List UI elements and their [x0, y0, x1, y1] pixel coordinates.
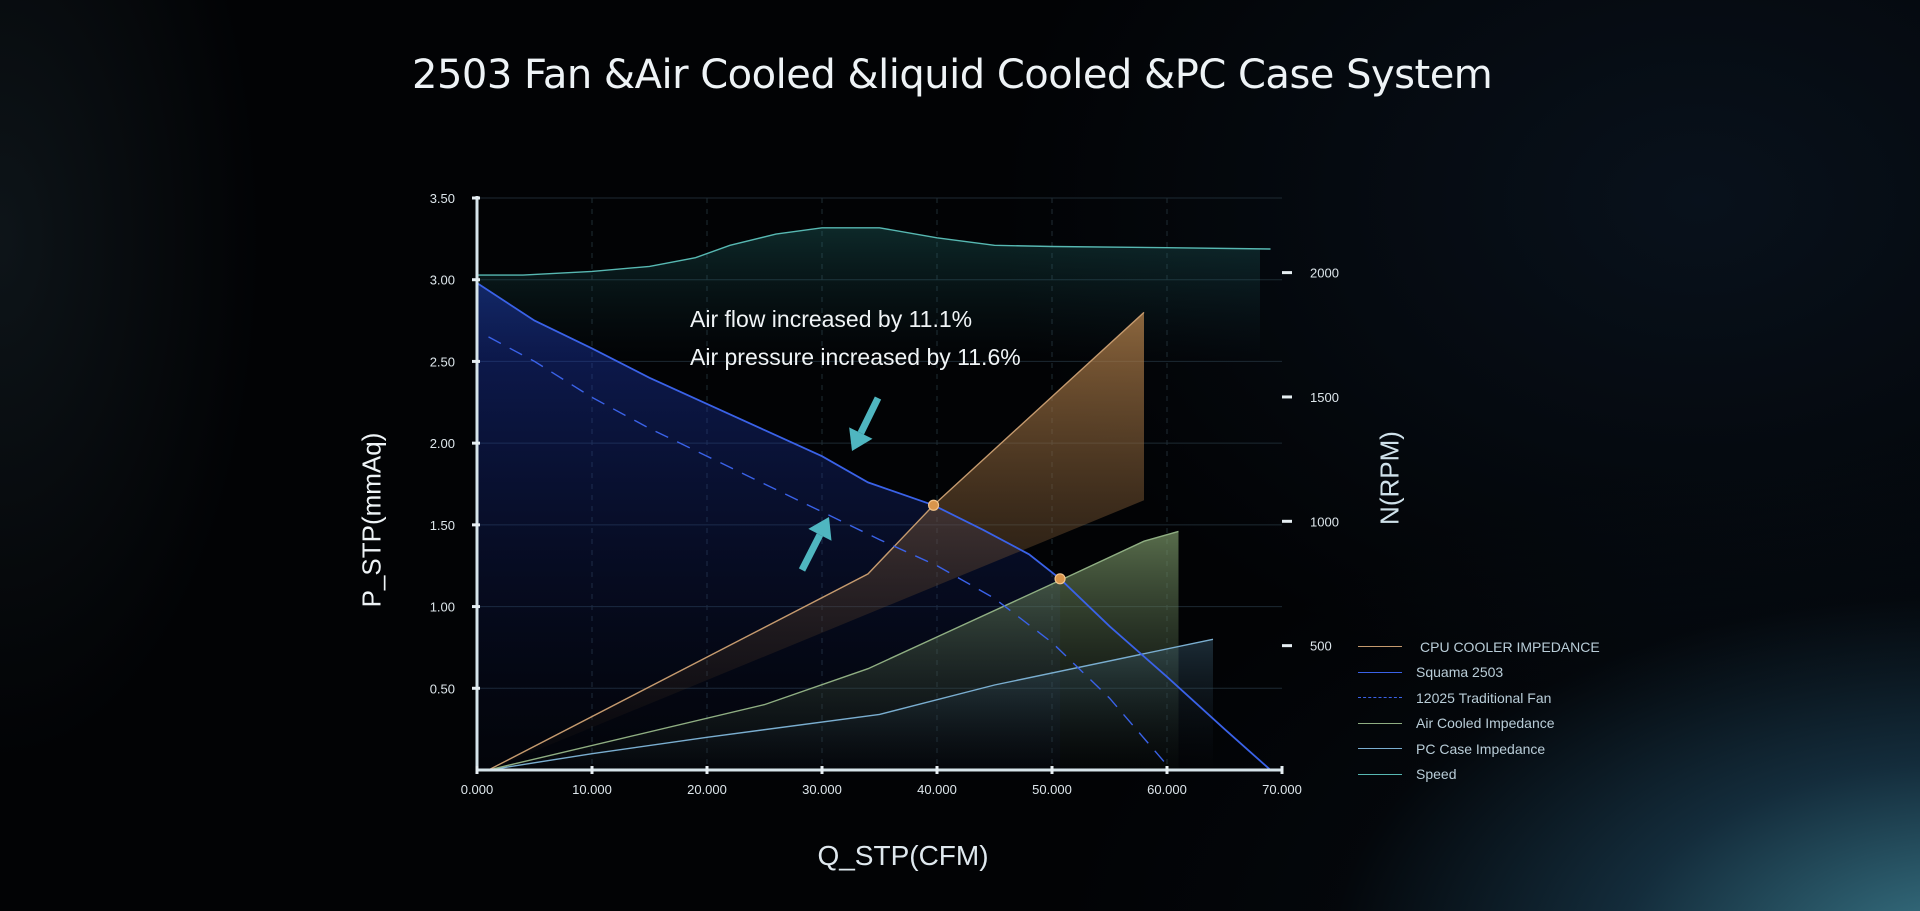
series-line-squama	[476, 282, 1272, 771]
legend-label: 12025 Traditional Fan	[1416, 689, 1552, 706]
legend-label: Speed	[1416, 766, 1457, 783]
x-tick-label: 60.000	[1147, 782, 1187, 797]
y-tick-label: 2.50	[430, 354, 455, 369]
legend-label: Air Cooled Impedance	[1416, 715, 1555, 732]
intersection-marker	[1054, 573, 1066, 585]
y2-axis-label: N(RPM)	[1374, 431, 1405, 525]
y-tick-label: 0.50	[430, 681, 455, 696]
legend-item-squama[interactable]: Squama 2503	[1358, 660, 1600, 686]
annotation-arrows	[798, 396, 882, 572]
arrow-down-icon	[849, 396, 882, 451]
legend: CPU COOLER IMPEDANCE Squama 2503 12025 T…	[1358, 634, 1600, 787]
y2-tick-label: 1000	[1310, 514, 1339, 529]
tick-labels: 3.50 3.00 2.50 2.00 1.50 1.00 0.50 0.000 10.000 2…	[430, 191, 1339, 797]
arrow-up-icon	[798, 517, 832, 572]
legend-swatch-pc-case	[1358, 748, 1402, 750]
x-tick-label: 20.000	[687, 782, 727, 797]
y2-tick-label: 2000	[1310, 266, 1339, 281]
legend-swatch-speed	[1358, 773, 1402, 775]
y2-tick-label: 1500	[1310, 390, 1339, 405]
series-fills	[477, 227, 1260, 770]
legend-item-pc-case[interactable]: PC Case Impedance	[1358, 736, 1600, 762]
y2-tick-label: 500	[1310, 639, 1332, 654]
legend-item-speed[interactable]: Speed	[1358, 762, 1600, 788]
pc-case-area	[488, 639, 1213, 770]
y-tick-label: 2.00	[430, 436, 455, 451]
legend-swatch-cpu-cooler	[1358, 646, 1402, 648]
speed-area	[477, 227, 1260, 362]
y-tick-label: 1.50	[430, 518, 455, 533]
series-line-speed	[477, 227, 1271, 276]
x-tick-label: 40.000	[917, 782, 957, 797]
intersection-markers	[927, 499, 1066, 585]
legend-label: PC Case Impedance	[1416, 740, 1546, 757]
y-tick-label: 3.00	[430, 273, 455, 288]
legend-item-cpu-cooler[interactable]: CPU COOLER IMPEDANCE	[1358, 634, 1600, 660]
series-line-air-cooled	[488, 530, 1179, 771]
y-tick-label: 1.00	[430, 600, 455, 615]
legend-swatch-squama	[1358, 671, 1402, 673]
legend-item-air-cooled[interactable]: Air Cooled Impedance	[1358, 711, 1600, 737]
x-tick-label: 70.000	[1262, 782, 1302, 797]
legend-label: CPU COOLER IMPEDANCE	[1420, 638, 1600, 655]
series-line-pc-case	[488, 638, 1214, 771]
x-tick-label: 10.000	[572, 782, 612, 797]
series-lines	[476, 227, 1272, 771]
legend-swatch-air-cooled	[1358, 722, 1402, 724]
legend-swatch-traditional-fan	[1358, 697, 1402, 699]
annotation-pressure: Air pressure increased by 11.6%	[690, 344, 1021, 370]
x-axis-label: Q_STP(CFM)	[817, 840, 989, 871]
y-axis-label: P_STP(mmAq)	[356, 432, 387, 608]
x-tick-label: 30.000	[802, 782, 842, 797]
series-line-cpu-cooler	[488, 311, 1145, 771]
x-tick-label: 50.000	[1032, 782, 1072, 797]
intersection-marker	[927, 499, 940, 511]
cpu-cooler-area	[488, 312, 1144, 770]
legend-label: Squama 2503	[1416, 664, 1504, 681]
x-tick-label: 0.000	[461, 782, 494, 797]
axes	[472, 196, 1292, 774]
annotation-airflow: Air flow increased by 11.1%	[690, 306, 973, 332]
chart-title: 2503 Fan &Air Cooled &liquid Cooled &PC …	[412, 52, 1493, 98]
y-tick-label: 3.50	[430, 191, 455, 206]
legend-item-traditional-fan[interactable]: 12025 Traditional Fan	[1358, 685, 1600, 711]
